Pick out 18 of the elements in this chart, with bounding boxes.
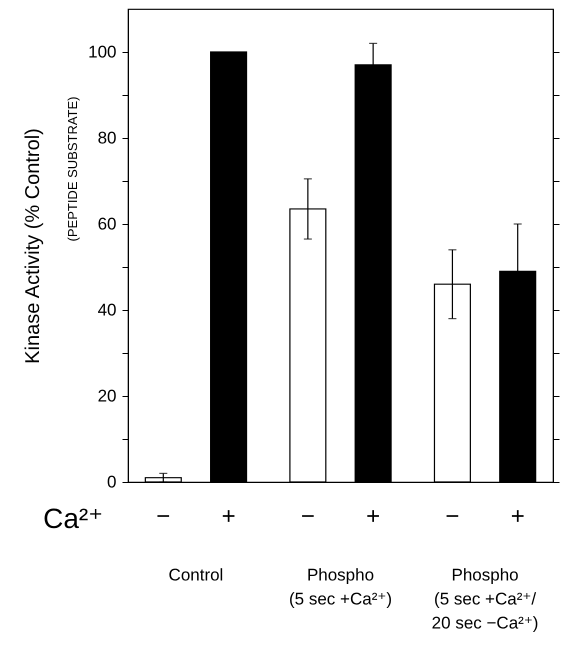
- y-tick-label: 0: [107, 472, 116, 492]
- legend-title: Ca²⁺: [43, 503, 103, 534]
- text: −: [300, 503, 315, 530]
- series-label: +: [222, 503, 236, 530]
- y-tick-label: 20: [98, 386, 116, 406]
- y-axis-title: Kinase Activity (% Control): [22, 128, 44, 364]
- series-label: −: [156, 503, 170, 530]
- text: (PEPTIDE SUBSTRATE): [65, 96, 80, 242]
- x-tick-label: Phospho (5 sec +Ca²⁺): [289, 566, 392, 608]
- y-tick-label: 100: [88, 42, 116, 62]
- y-tick-label: 60: [98, 214, 116, 234]
- text: +: [366, 503, 380, 530]
- y-tick-label: 80: [98, 128, 116, 148]
- x-tick-label: Phospho (5 sec +Ca²⁺/ 20 sec −Ca²⁺): [432, 566, 538, 632]
- text: +: [510, 503, 525, 530]
- y-tick-label: 40: [98, 300, 116, 320]
- text: −: [445, 503, 460, 530]
- x-tick-label: Control: [168, 566, 224, 584]
